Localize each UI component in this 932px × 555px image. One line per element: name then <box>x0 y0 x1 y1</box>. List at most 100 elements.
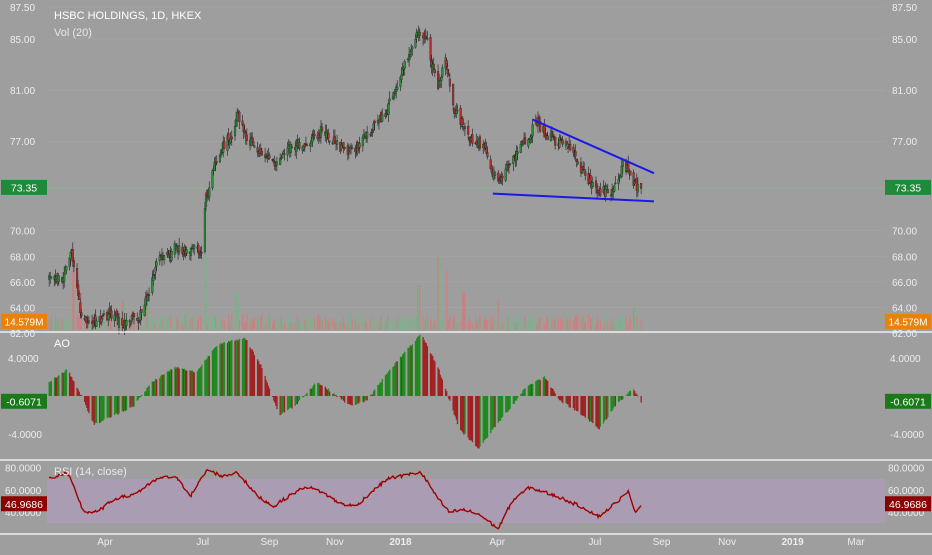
volume-bar <box>281 315 282 330</box>
volume-bar <box>284 323 285 330</box>
candle-body <box>133 313 135 316</box>
candle-body <box>584 172 586 176</box>
volume-bar <box>400 316 401 330</box>
ao-title: AO <box>54 338 70 350</box>
ao-bar <box>352 396 353 405</box>
volume-bar <box>392 322 393 330</box>
price-tick-label-left: 81.00 <box>10 86 35 97</box>
candle-body <box>446 60 448 66</box>
candle-body <box>282 152 284 154</box>
volume-bar <box>612 320 613 330</box>
volume-bar <box>222 319 223 330</box>
candle-body <box>186 250 188 254</box>
ao-bar <box>359 396 360 402</box>
candle-body <box>546 134 548 136</box>
volume-bar <box>77 314 78 330</box>
ao-bar <box>239 339 240 396</box>
ao-bar <box>51 381 52 396</box>
volume-bar <box>417 285 418 330</box>
ao-bar <box>171 369 172 396</box>
candle-body <box>76 268 78 287</box>
volume-bar <box>525 317 526 330</box>
candle-body <box>231 137 233 139</box>
candle-body <box>517 152 519 154</box>
candle-body <box>136 318 138 320</box>
volume-bar <box>253 319 254 330</box>
volume-bar <box>613 323 614 330</box>
rsi-band <box>47 479 885 523</box>
volume-bar <box>565 316 566 330</box>
volume-bar <box>363 321 364 330</box>
volume-bar <box>499 300 500 330</box>
volume-bar <box>461 321 462 330</box>
candle-body <box>614 183 616 184</box>
volume-bar <box>57 319 58 330</box>
volume-bar <box>109 321 110 330</box>
candle-body <box>144 305 146 316</box>
candle-body <box>348 151 350 152</box>
volume-bar <box>580 319 581 330</box>
volume-bar <box>448 320 449 330</box>
x-tick-label: Nov <box>326 537 344 548</box>
candle-body <box>434 70 436 73</box>
volume-bar <box>407 322 408 330</box>
volume-bar <box>418 285 419 330</box>
volume-bar <box>585 321 586 330</box>
volume-bar <box>453 318 454 330</box>
volume-bar <box>198 318 199 330</box>
candle-body <box>138 320 140 321</box>
candle-body <box>145 297 147 306</box>
candle-body <box>329 141 331 142</box>
volume-bar <box>425 319 426 330</box>
candle-body <box>284 154 286 155</box>
candle-body <box>121 319 123 326</box>
volume-bar <box>326 319 327 330</box>
ao-bar <box>179 369 180 396</box>
candle-body <box>287 148 289 155</box>
volume-bar <box>305 324 306 330</box>
volume-bar <box>584 323 585 330</box>
volume-bar <box>615 317 616 330</box>
candle-body <box>457 110 459 111</box>
volume-bar <box>468 322 469 330</box>
ao-bar <box>231 340 232 396</box>
ao-bar <box>133 396 134 406</box>
candle-body <box>487 153 489 157</box>
volume-bar <box>282 323 283 330</box>
volume-bar <box>341 320 342 330</box>
ao-bar <box>615 396 616 406</box>
volume-bar <box>169 319 170 330</box>
candle-body <box>279 158 281 164</box>
volume-bar <box>274 320 275 330</box>
volume-bar <box>184 314 185 330</box>
candle-body <box>314 134 316 136</box>
volume-bar <box>535 320 536 330</box>
candle-body <box>508 166 510 167</box>
volume-bar <box>170 317 171 330</box>
volume-bar <box>553 314 554 330</box>
candle-body <box>369 134 371 135</box>
candle-body <box>575 151 577 156</box>
volume-bar <box>328 319 329 330</box>
candle-body <box>566 142 568 145</box>
volume-bar <box>520 322 521 330</box>
candle-body <box>154 275 156 276</box>
candle-body <box>78 293 80 300</box>
volume-bar <box>242 315 243 330</box>
volume-bar <box>634 308 635 331</box>
volume-bar <box>588 314 589 330</box>
price-tick-label-left: 62.00 <box>10 329 35 340</box>
volume-bar <box>327 321 328 330</box>
volume-bar <box>137 320 138 330</box>
volume-bar <box>597 317 598 330</box>
candle-body <box>200 254 202 255</box>
volume-bar <box>348 314 349 330</box>
ao-bar <box>427 346 428 396</box>
volume-bar <box>416 316 417 330</box>
volume-bar <box>193 314 194 330</box>
candle-body <box>554 137 556 145</box>
ao-bar <box>306 393 307 396</box>
candle-body <box>156 262 158 266</box>
volume-bar <box>547 319 548 330</box>
